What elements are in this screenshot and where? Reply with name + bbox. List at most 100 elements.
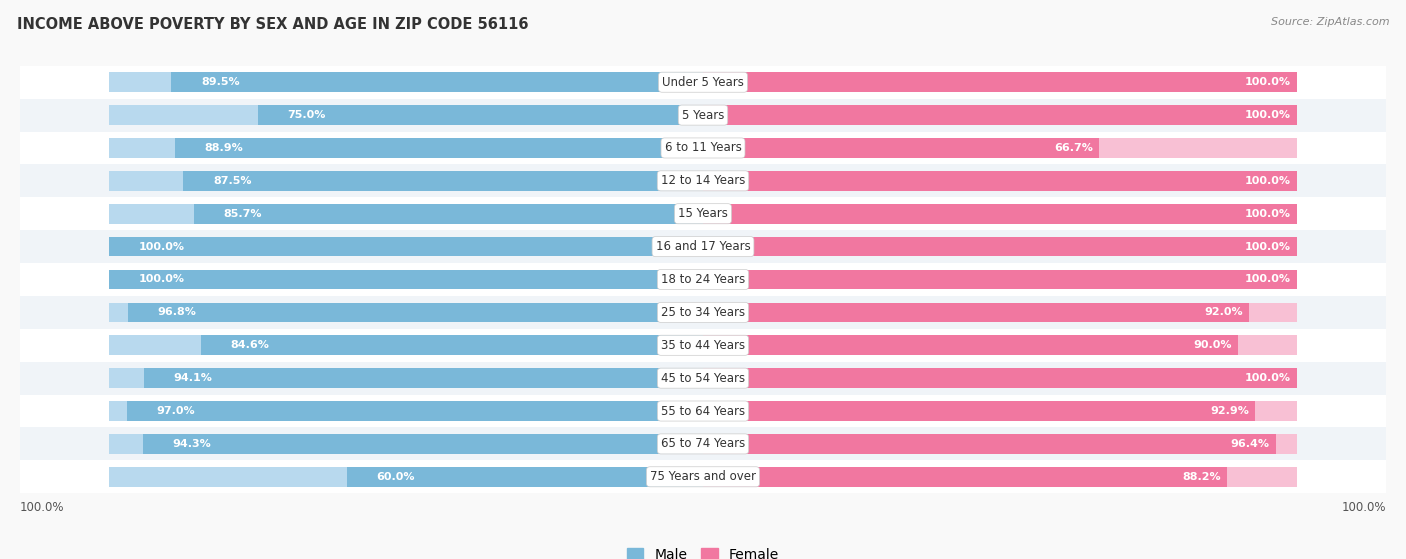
- Text: 88.2%: 88.2%: [1182, 472, 1220, 482]
- Bar: [703, 434, 1275, 454]
- Bar: [703, 105, 1296, 125]
- Text: 75.0%: 75.0%: [287, 110, 326, 120]
- Text: 5 Years: 5 Years: [682, 108, 724, 122]
- Text: 100.0%: 100.0%: [1244, 209, 1291, 219]
- Bar: [174, 138, 703, 158]
- Text: 75 Years and over: 75 Years and over: [650, 470, 756, 484]
- Bar: [703, 72, 1296, 92]
- Bar: [20, 263, 1386, 296]
- Bar: [110, 368, 703, 388]
- Text: 96.4%: 96.4%: [1230, 439, 1270, 449]
- Text: 84.6%: 84.6%: [231, 340, 269, 350]
- Bar: [110, 269, 703, 290]
- Bar: [127, 401, 703, 421]
- Text: 85.7%: 85.7%: [224, 209, 262, 219]
- Bar: [110, 105, 703, 125]
- Legend: Male, Female: Male, Female: [621, 543, 785, 559]
- Bar: [703, 237, 1296, 257]
- Bar: [703, 138, 1296, 158]
- Bar: [143, 434, 703, 454]
- Bar: [703, 138, 1099, 158]
- Text: 87.5%: 87.5%: [214, 176, 252, 186]
- Bar: [20, 362, 1386, 395]
- Bar: [110, 302, 703, 322]
- Bar: [20, 66, 1386, 98]
- Text: 97.0%: 97.0%: [156, 406, 195, 416]
- Bar: [20, 461, 1386, 493]
- Text: 12 to 14 Years: 12 to 14 Years: [661, 174, 745, 187]
- Text: 45 to 54 Years: 45 to 54 Years: [661, 372, 745, 385]
- Text: 100.0%: 100.0%: [1244, 241, 1291, 252]
- Bar: [110, 237, 703, 257]
- Bar: [703, 302, 1296, 322]
- Text: 100.0%: 100.0%: [1244, 373, 1291, 383]
- Bar: [703, 401, 1254, 421]
- Text: 100.0%: 100.0%: [1244, 274, 1291, 285]
- Bar: [110, 467, 703, 487]
- Text: 94.1%: 94.1%: [174, 373, 212, 383]
- Bar: [20, 296, 1386, 329]
- Bar: [172, 72, 703, 92]
- Bar: [703, 335, 1237, 355]
- Bar: [347, 467, 703, 487]
- Bar: [703, 335, 1296, 355]
- Text: 100.0%: 100.0%: [139, 241, 184, 252]
- Text: 55 to 64 Years: 55 to 64 Years: [661, 405, 745, 418]
- Bar: [110, 72, 703, 92]
- Text: 100.0%: 100.0%: [1244, 176, 1291, 186]
- Bar: [110, 401, 703, 421]
- Text: 90.0%: 90.0%: [1194, 340, 1232, 350]
- Text: 100.0%: 100.0%: [20, 501, 65, 514]
- Bar: [703, 171, 1296, 191]
- Bar: [703, 302, 1250, 322]
- Text: 88.9%: 88.9%: [205, 143, 243, 153]
- Text: 96.8%: 96.8%: [157, 307, 197, 318]
- Text: 100.0%: 100.0%: [1244, 110, 1291, 120]
- Text: 35 to 44 Years: 35 to 44 Years: [661, 339, 745, 352]
- Bar: [128, 302, 703, 322]
- Bar: [703, 72, 1296, 92]
- Bar: [110, 204, 703, 224]
- Bar: [703, 269, 1296, 290]
- Bar: [703, 368, 1296, 388]
- Bar: [20, 197, 1386, 230]
- Bar: [110, 237, 703, 257]
- Bar: [20, 230, 1386, 263]
- Text: 89.5%: 89.5%: [201, 77, 240, 87]
- Bar: [20, 98, 1386, 131]
- Bar: [703, 171, 1296, 191]
- Bar: [110, 171, 703, 191]
- Bar: [145, 368, 703, 388]
- Bar: [703, 467, 1296, 487]
- Text: 65 to 74 Years: 65 to 74 Years: [661, 437, 745, 451]
- Text: 100.0%: 100.0%: [139, 274, 184, 285]
- Bar: [703, 237, 1296, 257]
- Bar: [20, 131, 1386, 164]
- Text: 66.7%: 66.7%: [1054, 143, 1094, 153]
- Text: 94.3%: 94.3%: [173, 439, 211, 449]
- Bar: [20, 164, 1386, 197]
- Text: 18 to 24 Years: 18 to 24 Years: [661, 273, 745, 286]
- Text: 15 Years: 15 Years: [678, 207, 728, 220]
- Text: 92.0%: 92.0%: [1205, 307, 1243, 318]
- Text: 25 to 34 Years: 25 to 34 Years: [661, 306, 745, 319]
- Bar: [703, 204, 1296, 224]
- Bar: [703, 401, 1296, 421]
- Bar: [257, 105, 703, 125]
- Text: Source: ZipAtlas.com: Source: ZipAtlas.com: [1271, 17, 1389, 27]
- Bar: [194, 204, 703, 224]
- Text: Under 5 Years: Under 5 Years: [662, 75, 744, 89]
- Text: 16 and 17 Years: 16 and 17 Years: [655, 240, 751, 253]
- Bar: [110, 138, 703, 158]
- Bar: [703, 269, 1296, 290]
- Text: 92.9%: 92.9%: [1211, 406, 1249, 416]
- Bar: [703, 368, 1296, 388]
- Bar: [110, 269, 703, 290]
- Text: 100.0%: 100.0%: [1341, 501, 1386, 514]
- Bar: [20, 395, 1386, 428]
- Bar: [110, 335, 703, 355]
- Text: 60.0%: 60.0%: [377, 472, 415, 482]
- Text: 100.0%: 100.0%: [1244, 77, 1291, 87]
- Bar: [703, 434, 1296, 454]
- Bar: [20, 428, 1386, 461]
